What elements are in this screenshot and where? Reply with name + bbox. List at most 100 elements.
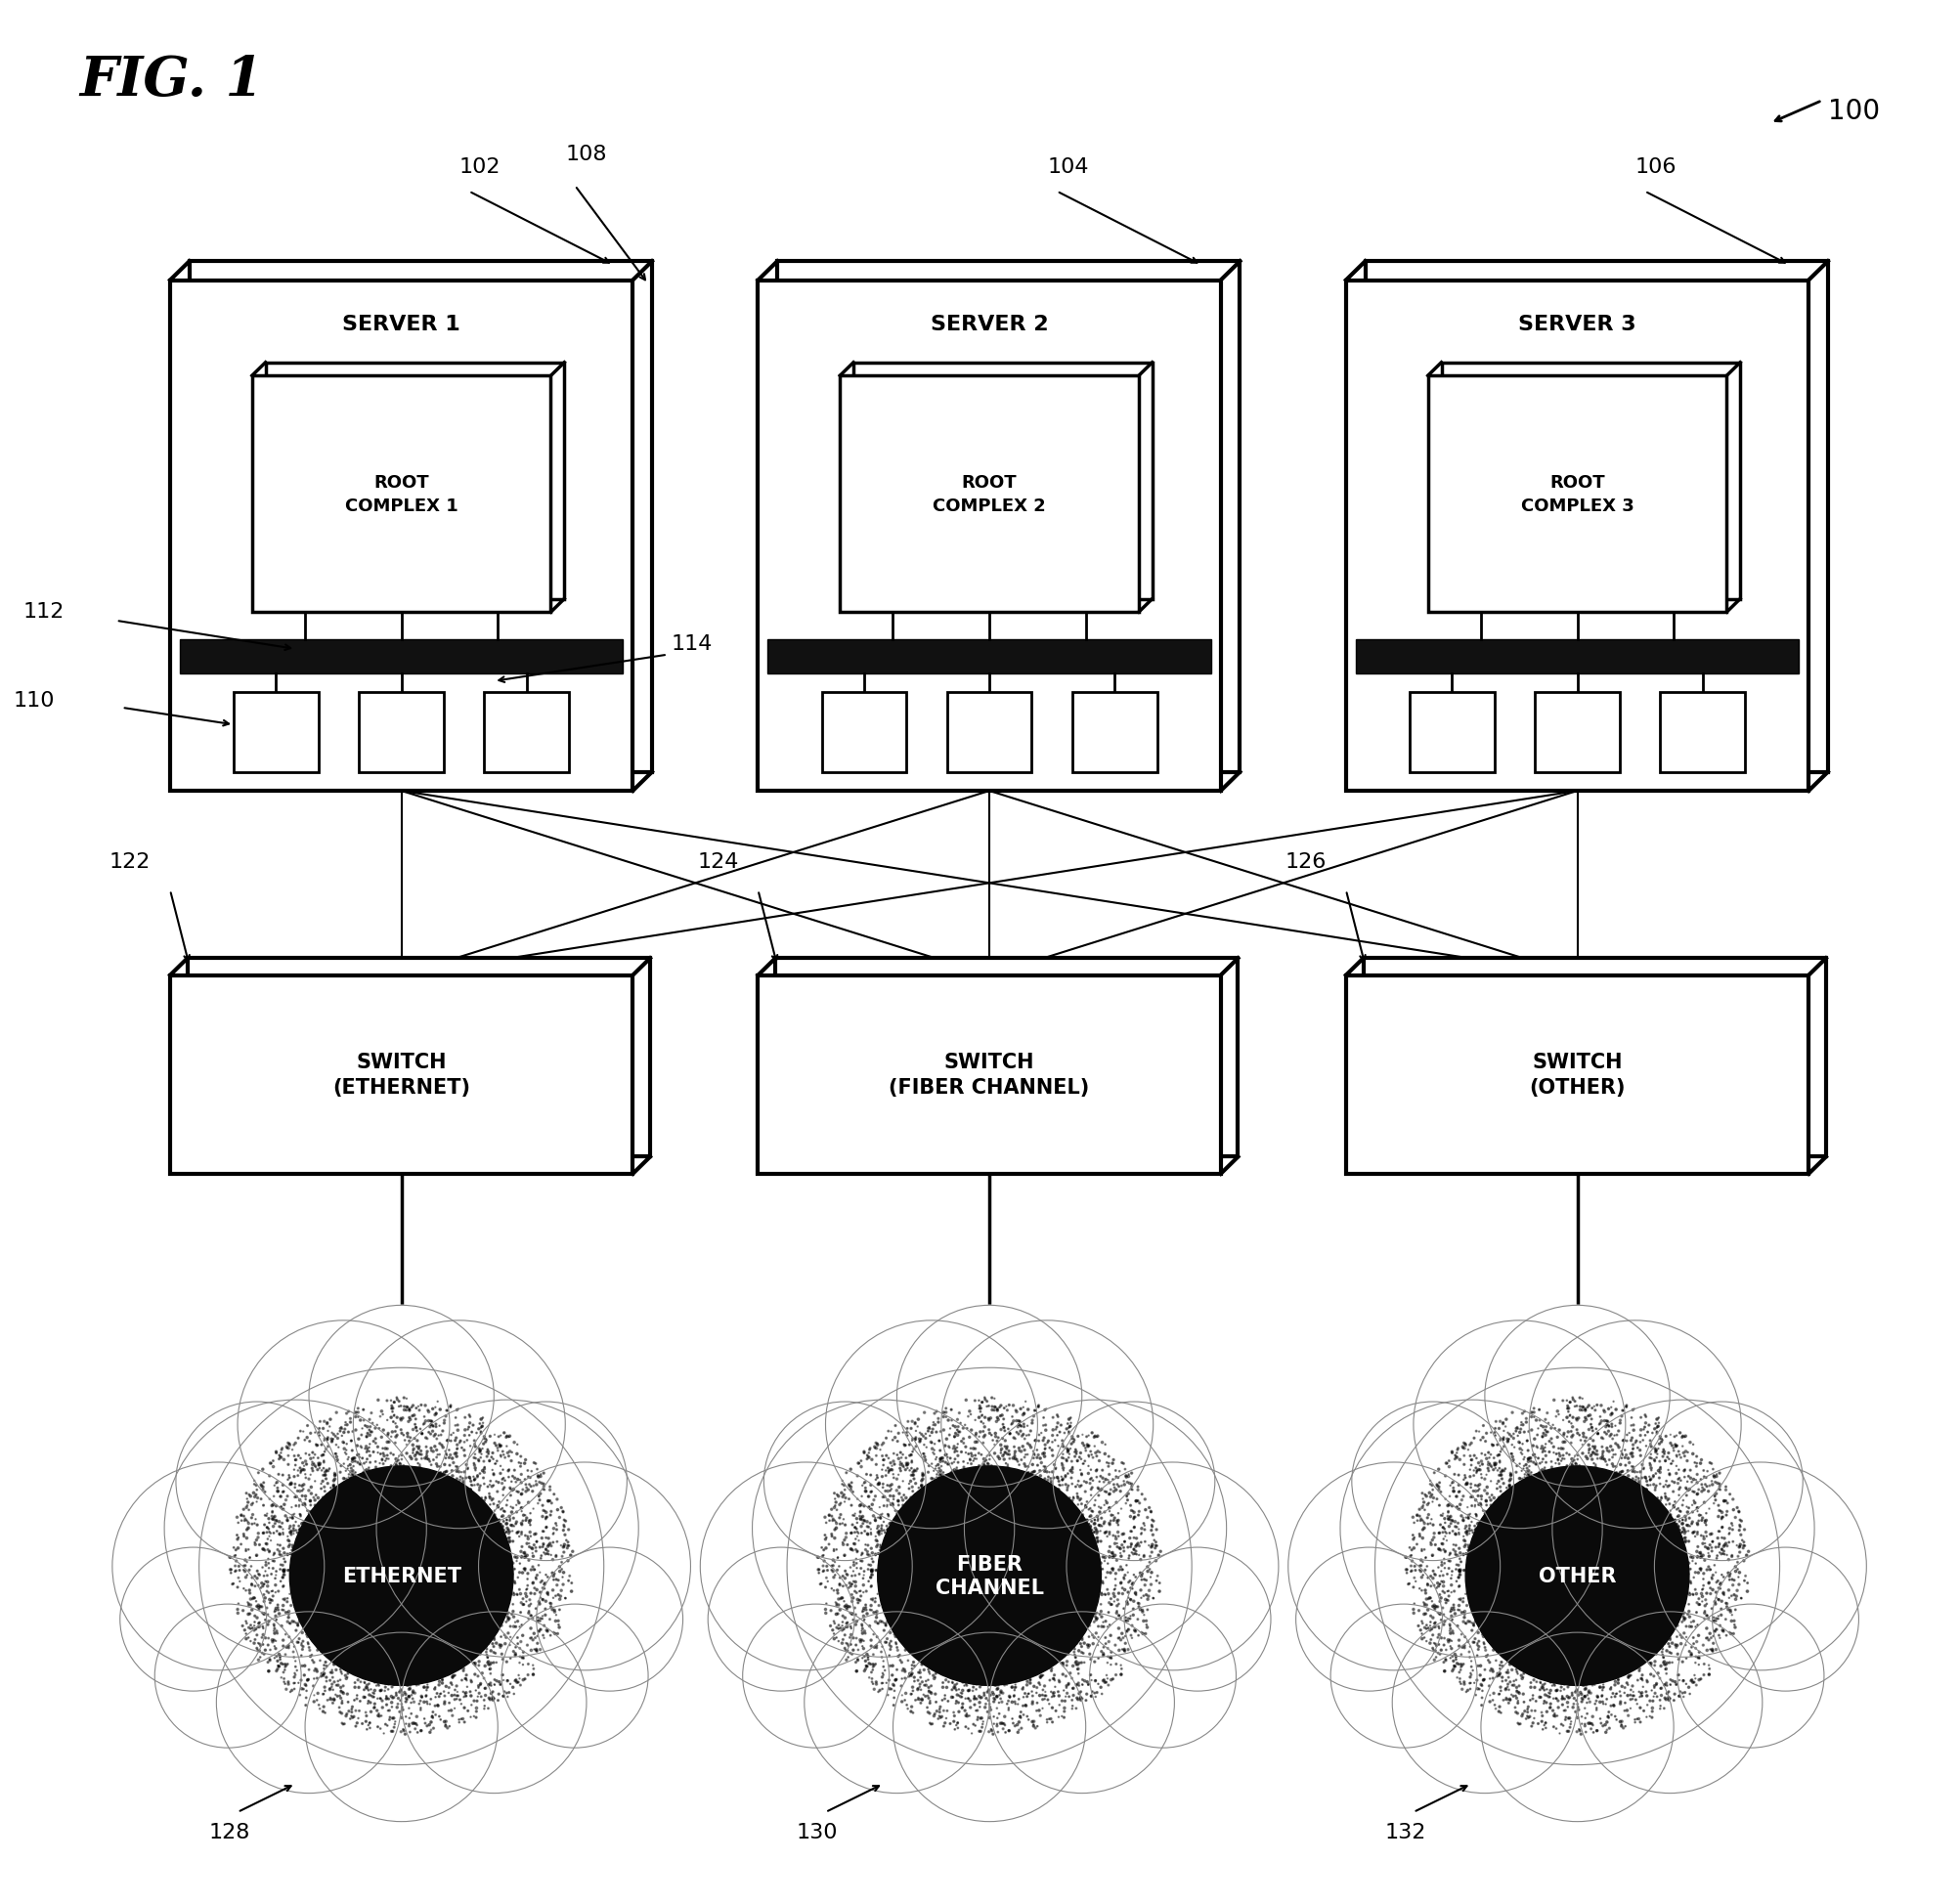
Point [359, 1645, 390, 1676]
Point [1000, 1554, 1031, 1584]
Point [1013, 1552, 1045, 1582]
Point [955, 1557, 986, 1588]
Point [1109, 1460, 1141, 1491]
Point [404, 1628, 435, 1658]
Point [1539, 1616, 1570, 1647]
Point [1550, 1483, 1582, 1514]
Point [1066, 1637, 1098, 1668]
Point [994, 1596, 1025, 1626]
Point [1593, 1483, 1625, 1514]
Point [1564, 1554, 1595, 1584]
Point [1578, 1478, 1609, 1508]
Point [947, 1637, 978, 1668]
Point [980, 1554, 1011, 1584]
Point [1566, 1504, 1597, 1535]
Point [1558, 1557, 1590, 1588]
Point [1664, 1506, 1695, 1537]
Point [1058, 1512, 1090, 1542]
Point [439, 1645, 470, 1676]
Point [1562, 1554, 1593, 1584]
Point [1660, 1531, 1691, 1561]
Point [823, 1552, 855, 1582]
Point [1531, 1537, 1562, 1567]
Point [294, 1616, 325, 1647]
Point [327, 1449, 359, 1479]
Point [1529, 1689, 1560, 1719]
Point [368, 1544, 400, 1575]
Point [408, 1577, 439, 1607]
Point [323, 1432, 355, 1462]
Point [396, 1525, 427, 1556]
Point [1111, 1616, 1143, 1647]
Point [1501, 1537, 1533, 1567]
Point [986, 1508, 1017, 1538]
Point [396, 1620, 427, 1651]
Point [1562, 1531, 1593, 1561]
Point [878, 1449, 909, 1479]
Point [498, 1636, 529, 1666]
Point [874, 1557, 906, 1588]
Point [396, 1687, 427, 1717]
Point [974, 1552, 1005, 1582]
Point [841, 1656, 872, 1687]
Point [1556, 1613, 1588, 1643]
Point [947, 1426, 978, 1457]
Point [978, 1559, 1009, 1590]
Point [400, 1567, 431, 1597]
Point [970, 1577, 1002, 1607]
Point [1564, 1537, 1595, 1567]
Point [1529, 1538, 1560, 1569]
Point [1580, 1527, 1611, 1557]
Point [457, 1479, 488, 1510]
Point [1578, 1417, 1609, 1447]
Point [459, 1449, 490, 1479]
Point [319, 1497, 351, 1527]
Point [321, 1559, 353, 1590]
Point [1527, 1485, 1558, 1516]
Point [1611, 1681, 1642, 1712]
Point [1672, 1546, 1703, 1577]
Point [1019, 1474, 1051, 1504]
Point [1633, 1559, 1664, 1590]
Point [408, 1672, 439, 1702]
Point [1543, 1554, 1574, 1584]
Point [1441, 1519, 1472, 1550]
Point [1515, 1415, 1546, 1445]
Point [1617, 1464, 1648, 1495]
Point [1478, 1542, 1509, 1573]
Point [1080, 1508, 1111, 1538]
Point [231, 1609, 263, 1639]
Point [1472, 1438, 1503, 1468]
Point [286, 1641, 318, 1672]
Point [886, 1655, 917, 1685]
Point [408, 1517, 439, 1548]
Point [964, 1584, 996, 1615]
Point [465, 1590, 496, 1620]
Point [1595, 1409, 1627, 1439]
Point [1476, 1485, 1507, 1516]
Point [1543, 1550, 1574, 1580]
Point [978, 1571, 1009, 1601]
Point [333, 1577, 365, 1607]
Point [1070, 1552, 1102, 1582]
Point [931, 1497, 962, 1527]
Point [1531, 1590, 1562, 1620]
Point [960, 1405, 992, 1436]
Point [1533, 1681, 1564, 1712]
Point [480, 1554, 512, 1584]
Point [472, 1618, 504, 1649]
Point [1507, 1620, 1539, 1651]
Point [1641, 1413, 1672, 1443]
Point [351, 1557, 382, 1588]
Point [372, 1552, 404, 1582]
Point [845, 1577, 876, 1607]
Point [982, 1634, 1013, 1664]
Point [482, 1468, 514, 1498]
Point [1068, 1577, 1100, 1607]
Point [449, 1504, 480, 1535]
Point [1411, 1571, 1443, 1601]
Point [492, 1533, 523, 1563]
Point [951, 1700, 982, 1731]
Point [343, 1573, 374, 1603]
Point [958, 1573, 990, 1603]
